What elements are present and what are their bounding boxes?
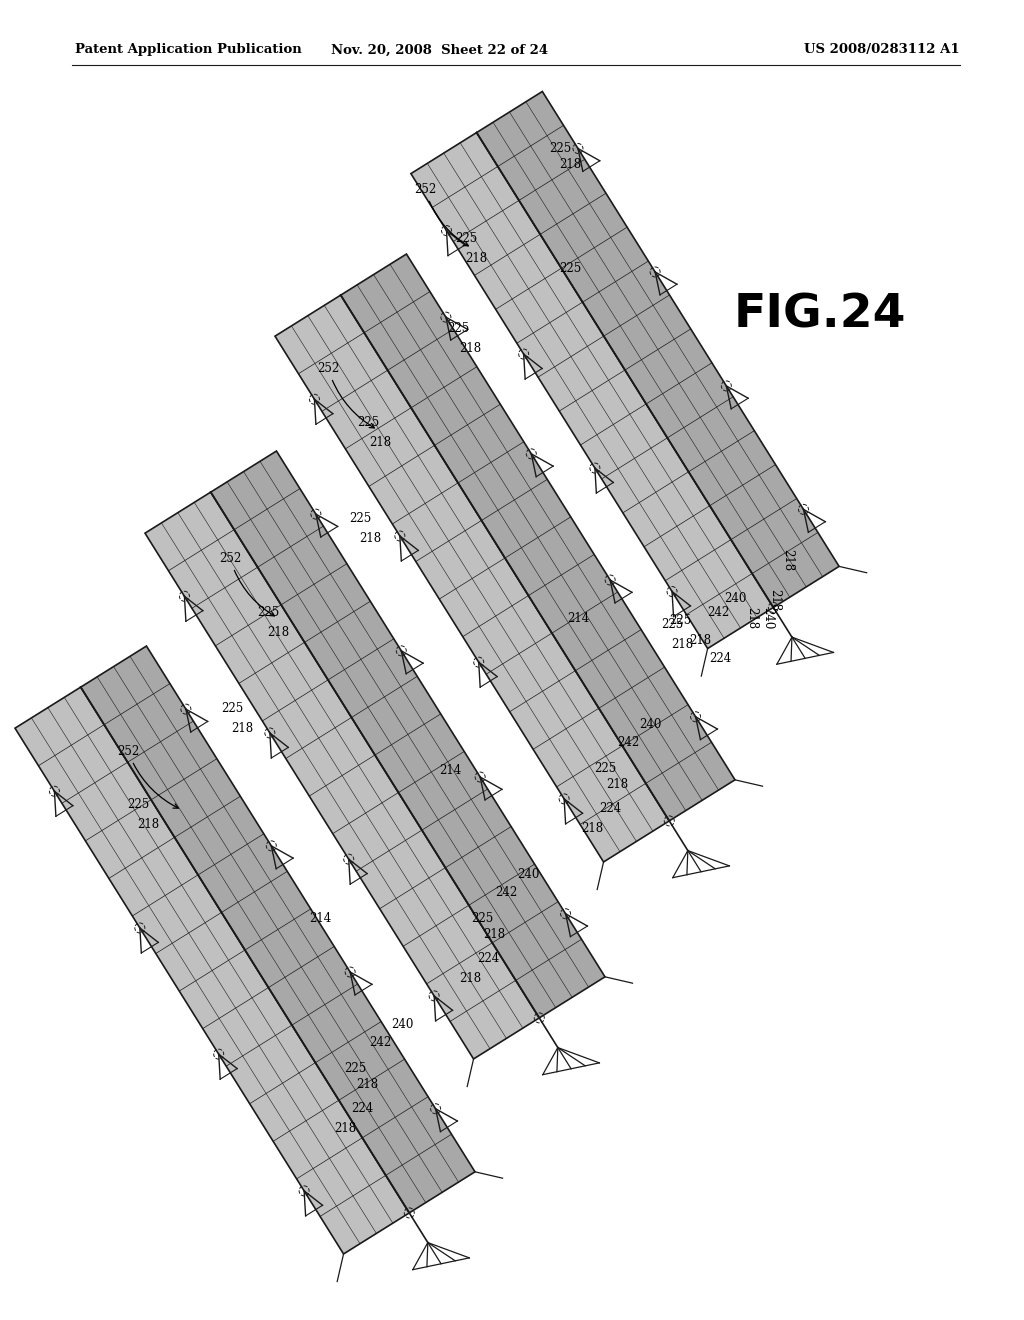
Text: 224: 224 [599, 801, 622, 814]
Text: 252: 252 [219, 552, 274, 616]
Text: 225: 225 [357, 416, 379, 429]
Text: 225: 225 [669, 614, 691, 627]
Text: 224: 224 [351, 1101, 373, 1114]
Text: 218: 218 [745, 607, 759, 630]
Text: 218: 218 [459, 972, 481, 985]
Text: 218: 218 [465, 252, 487, 264]
Text: 225: 225 [559, 261, 582, 275]
Text: 218: 218 [671, 639, 693, 652]
Text: 218: 218 [606, 779, 628, 792]
Text: Nov. 20, 2008  Sheet 22 of 24: Nov. 20, 2008 Sheet 22 of 24 [332, 44, 549, 57]
Text: 225: 225 [446, 322, 469, 334]
Polygon shape [81, 645, 475, 1213]
Text: 218: 218 [137, 818, 159, 832]
Text: 214: 214 [309, 912, 331, 924]
Text: 242: 242 [616, 735, 639, 748]
Polygon shape [145, 492, 540, 1059]
Text: 240: 240 [517, 869, 540, 882]
Text: 240: 240 [762, 607, 774, 630]
Text: 218: 218 [483, 928, 505, 941]
Text: 225: 225 [549, 141, 571, 154]
Text: 218: 218 [356, 1078, 378, 1092]
Text: 218: 218 [459, 342, 481, 355]
Text: 218: 218 [369, 436, 391, 449]
Text: 252: 252 [316, 362, 375, 428]
Text: 225: 225 [471, 912, 494, 924]
Text: 240: 240 [391, 1019, 414, 1031]
Text: 252: 252 [414, 183, 468, 246]
Text: 218: 218 [334, 1122, 356, 1134]
Text: 225: 225 [221, 701, 243, 714]
Text: 218: 218 [581, 821, 603, 834]
Text: 224: 224 [477, 952, 499, 965]
Text: 225: 225 [257, 606, 280, 619]
Polygon shape [476, 91, 839, 607]
Text: 214: 214 [567, 611, 589, 624]
Polygon shape [411, 132, 773, 648]
Text: 218: 218 [359, 532, 381, 544]
Text: 218: 218 [689, 634, 711, 647]
Text: Patent Application Publication: Patent Application Publication [75, 44, 302, 57]
Text: 225: 225 [127, 799, 150, 812]
Text: 225: 225 [660, 619, 683, 631]
Text: 214: 214 [439, 763, 461, 776]
Polygon shape [211, 451, 605, 1018]
Text: 225: 225 [344, 1061, 367, 1074]
Text: 242: 242 [495, 886, 517, 899]
Text: 218: 218 [781, 549, 795, 572]
Text: 225: 225 [455, 231, 477, 244]
Text: 242: 242 [369, 1035, 391, 1048]
Text: 225: 225 [349, 511, 371, 524]
Text: FIG.24: FIG.24 [734, 293, 906, 338]
Text: 218: 218 [231, 722, 253, 734]
Text: 218: 218 [267, 626, 289, 639]
Text: 252: 252 [117, 744, 178, 808]
Text: 225: 225 [594, 762, 616, 775]
Text: 240: 240 [724, 591, 746, 605]
Polygon shape [341, 253, 735, 821]
Polygon shape [275, 296, 670, 862]
Text: 240: 240 [639, 718, 662, 731]
Text: 224: 224 [709, 652, 731, 664]
Polygon shape [15, 688, 410, 1254]
Text: 218: 218 [559, 158, 581, 172]
Text: 218: 218 [768, 589, 781, 611]
Text: US 2008/0283112 A1: US 2008/0283112 A1 [805, 44, 961, 57]
Text: 242: 242 [707, 606, 729, 619]
